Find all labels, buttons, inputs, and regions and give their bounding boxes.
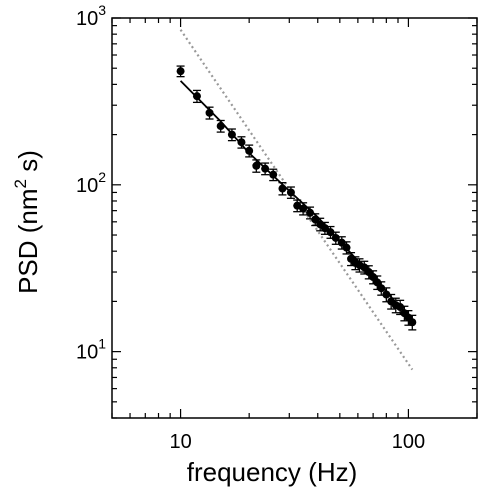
data-point bbox=[306, 208, 315, 217]
y-tick-exponent: 3 bbox=[98, 2, 106, 18]
data-point bbox=[205, 108, 214, 117]
data-point bbox=[342, 243, 351, 252]
data-point bbox=[396, 303, 405, 312]
data-point bbox=[286, 188, 295, 197]
plot-border bbox=[111, 17, 478, 419]
data-point bbox=[337, 238, 346, 247]
data-point bbox=[176, 67, 185, 76]
data-point bbox=[408, 318, 417, 327]
x-tick-label: 10 bbox=[169, 431, 191, 453]
y-axis-label: PSD (nm2 s) bbox=[11, 150, 43, 294]
axis-ticks bbox=[111, 17, 478, 419]
x-axis-label: frequency (Hz) bbox=[187, 457, 358, 487]
y-tick-label: 101 bbox=[76, 336, 106, 364]
y-tick-base: 10 bbox=[76, 8, 98, 30]
data-points bbox=[176, 65, 417, 331]
plot-frame bbox=[111, 17, 478, 419]
data-point bbox=[293, 201, 302, 210]
data-point bbox=[237, 138, 246, 147]
y-axis-label-superscript: 2 bbox=[11, 179, 30, 188]
y-tick-exponent: 1 bbox=[98, 336, 106, 352]
data-point bbox=[261, 164, 270, 173]
y-axis-label-tail: s) bbox=[13, 150, 43, 179]
data-point bbox=[299, 204, 308, 213]
x-tick-label: 100 bbox=[392, 431, 425, 453]
data-point bbox=[216, 122, 225, 131]
data-point bbox=[382, 290, 391, 299]
x-tick-labels: 10 100 bbox=[169, 431, 425, 453]
data-point bbox=[192, 92, 201, 101]
y-tick-base: 10 bbox=[76, 175, 98, 197]
data-point bbox=[311, 215, 320, 224]
y-tick-base: 10 bbox=[76, 342, 98, 364]
y-tick-label: 102 bbox=[76, 169, 106, 197]
y-axis-label-main: PSD (nm bbox=[13, 188, 43, 293]
data-point bbox=[377, 284, 386, 293]
data-point bbox=[227, 130, 236, 139]
data-point bbox=[331, 233, 340, 242]
data-point bbox=[269, 170, 278, 179]
y-tick-label: 103 bbox=[76, 2, 106, 30]
data-point bbox=[278, 184, 287, 193]
data-point bbox=[245, 146, 254, 155]
data-point bbox=[326, 228, 335, 237]
data-point bbox=[252, 161, 261, 170]
y-tick-exponent: 2 bbox=[98, 169, 106, 185]
